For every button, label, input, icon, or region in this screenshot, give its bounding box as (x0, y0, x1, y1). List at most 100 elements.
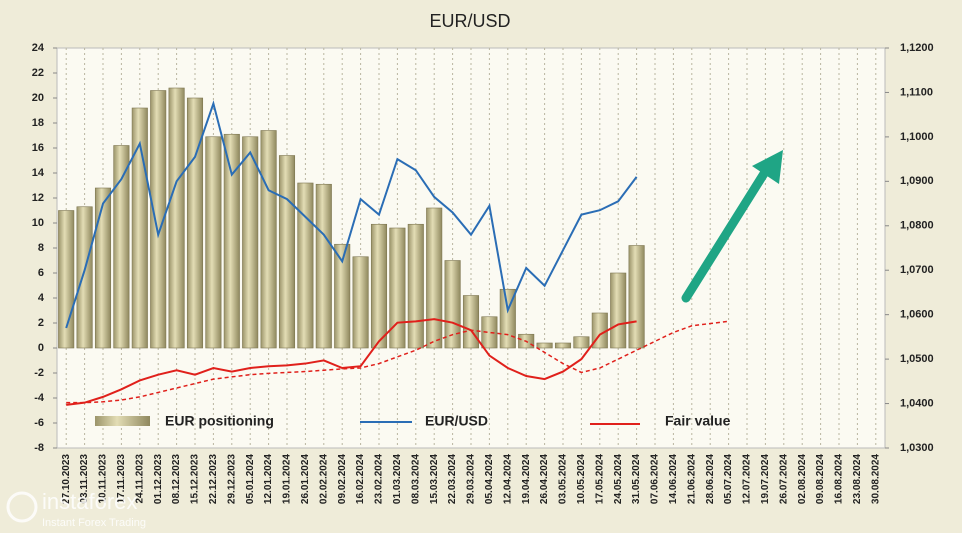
y-tick-label: 12 (32, 192, 44, 204)
y-tick-label: -2 (34, 367, 44, 379)
bar (334, 243, 351, 349)
bar (426, 207, 443, 349)
x-tick-label: 29.03.2024 (466, 454, 477, 504)
bar (628, 245, 645, 349)
bar (150, 90, 167, 349)
x-tick-label: 05.04.2024 (484, 454, 495, 504)
x-tick-label: 12.07.2024 (742, 454, 753, 504)
x-tick-label: 14.06.2024 (668, 454, 679, 504)
legend-label: Fair value (665, 413, 731, 429)
y2-tick-label: 1,1100 (900, 86, 933, 98)
y-tick-label: 22 (32, 67, 44, 79)
chart-title: EUR/USD (429, 11, 510, 31)
bar (573, 336, 590, 349)
bar (94, 187, 112, 349)
x-tick-label: 05.01.2024 (245, 454, 256, 504)
x-tick-label: 22.03.2024 (447, 454, 458, 504)
x-tick-label: 07.06.2024 (650, 454, 661, 504)
watermark-brand: instaforex (42, 489, 137, 514)
y2-tick-label: 1,1200 (900, 42, 934, 54)
bar (168, 87, 185, 349)
x-tick-label: 08.12.2023 (171, 454, 182, 504)
trend-arrow (681, 167, 770, 303)
bar (499, 288, 516, 349)
y-tick-label: 10 (32, 217, 44, 229)
bar (481, 316, 498, 349)
x-tick-label: 26.04.2024 (539, 454, 550, 504)
x-tick-label: 26.07.2024 (778, 454, 789, 504)
x-tick-label: 19.01.2024 (282, 454, 293, 504)
x-tick-label: 02.02.2024 (318, 454, 329, 504)
x-tick-label: 23.08.2024 (852, 454, 863, 504)
x-tick-label: 03.11.2023 (79, 454, 90, 504)
x-tick-label: 15.12.2023 (190, 454, 201, 504)
line (65, 100, 638, 329)
bar (242, 136, 259, 349)
legend-label: EUR/USD (425, 413, 488, 429)
arrow-head (752, 150, 783, 184)
bar (610, 272, 627, 349)
y-tick-label: -4 (34, 392, 45, 404)
watermark-tagline: Instant Forex Trading (42, 517, 146, 529)
bar (297, 182, 314, 349)
x-tick-label: 28.06.2024 (705, 454, 716, 504)
y-tick-label: 2 (38, 317, 44, 329)
x-tick-label: 26.01.2024 (300, 454, 311, 504)
x-tick-label: 31.05.2024 (631, 454, 642, 504)
y2-tick-label: 1,0500 (900, 353, 934, 365)
bar (278, 155, 296, 349)
bar (407, 223, 424, 349)
x-tick-label: 30.08.2024 (870, 454, 881, 504)
x-tick-label: 12.01.2024 (263, 454, 274, 504)
x-tick-label: 24.11.2023 (134, 454, 145, 504)
bar (554, 342, 572, 349)
y2-tick-label: 1,1000 (900, 131, 934, 143)
y2-tick-label: 1,0900 (900, 175, 934, 187)
legend-swatch (95, 416, 150, 426)
y2-tick-label: 1,0400 (900, 397, 934, 409)
bar (536, 342, 553, 349)
x-tick-label: 24.05.2024 (613, 454, 624, 504)
x-tick-label: 01.12.2023 (153, 454, 164, 504)
x-tick-label: 12.04.2024 (502, 454, 513, 504)
y-tick-label: 20 (32, 92, 44, 104)
bar (186, 97, 204, 349)
logo (6, 491, 38, 523)
bar (76, 206, 93, 349)
line (66, 318, 637, 406)
x-tick-label: 10.05.2024 (576, 454, 587, 504)
bar (223, 133, 240, 349)
bar (205, 136, 222, 349)
x-tick-label: 17.11.2023 (116, 454, 127, 504)
x-tick-label: 29.12.2023 (226, 454, 237, 504)
bar (113, 145, 130, 349)
bar (444, 260, 461, 349)
y2-tick-label: 1,0600 (900, 309, 934, 321)
bar (462, 295, 480, 349)
y-tick-label: -8 (34, 442, 44, 454)
x-tick-label: 05.07.2024 (723, 454, 734, 504)
y-tick-label: 0 (38, 342, 44, 354)
x-tick-label: 09.02.2024 (337, 454, 348, 504)
bar (315, 183, 332, 349)
x-tick-label: 19.07.2024 (760, 454, 771, 504)
y-tick-label: 14 (32, 167, 45, 179)
y2-tick-label: 1,0300 (900, 442, 934, 454)
x-tick-label: 17.05.2024 (594, 454, 605, 504)
y2-tick-label: 1,0800 (900, 220, 934, 232)
y-tick-label: 6 (38, 267, 44, 279)
x-tick-label: 09.08.2024 (815, 454, 826, 504)
x-tick-label: 02.08.2024 (797, 454, 808, 504)
y-tick-label: 16 (32, 142, 44, 154)
x-tick-label: 10.11.2023 (98, 454, 109, 504)
x-tick-label: 01.03.2024 (392, 454, 403, 504)
y-tick-label: 8 (38, 242, 44, 254)
x-tick-label: 16.02.2024 (355, 454, 366, 504)
x-tick-label: 22.12.2023 (208, 454, 219, 504)
x-tick-label: 03.05.2024 (558, 454, 569, 504)
bar (260, 130, 277, 349)
y-tick-label: -6 (34, 417, 44, 429)
x-tick-label: 08.03.2024 (410, 454, 421, 504)
bar (389, 227, 406, 349)
